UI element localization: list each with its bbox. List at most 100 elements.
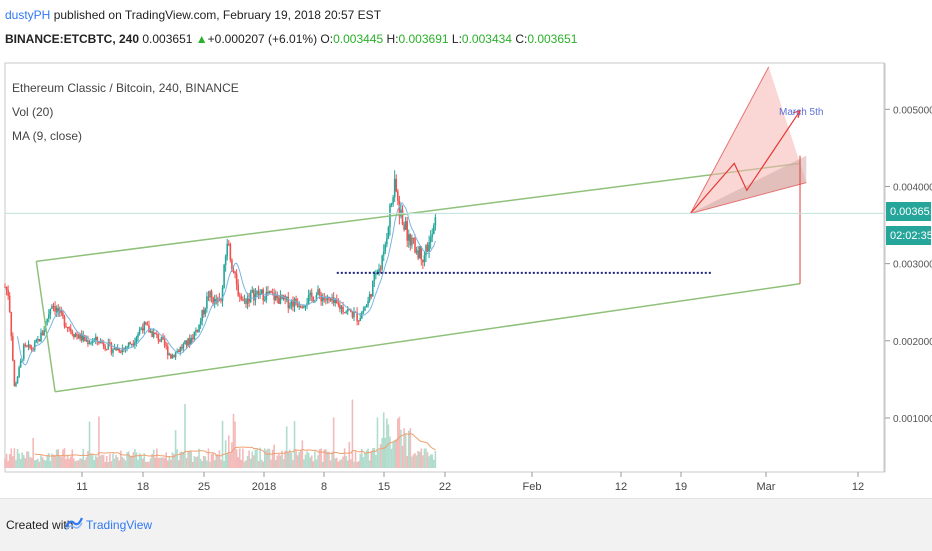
candle-body — [199, 321, 202, 325]
candle-body — [429, 237, 432, 243]
candle-body — [165, 345, 167, 347]
volume-bar — [66, 454, 69, 468]
candle-body — [362, 310, 365, 313]
volume-bar — [217, 454, 219, 468]
volume-bar — [390, 448, 393, 468]
candle-body — [10, 311, 13, 337]
candle-body — [237, 284, 239, 296]
volume-bar — [143, 453, 146, 468]
candle-body — [231, 259, 233, 271]
candle-body — [52, 305, 55, 307]
volume-bar — [411, 456, 413, 468]
candle-body — [22, 344, 25, 360]
footer: Created with TradingView — [0, 498, 932, 551]
candle-body — [390, 203, 393, 205]
time-axis: 11 18 25 2018 8 15 22 Feb 12 19 Mar 12 — [76, 472, 864, 493]
volume-bar — [63, 448, 66, 468]
candle-body — [335, 299, 338, 304]
volume-bar — [314, 451, 316, 468]
candle-body — [357, 320, 360, 322]
candle-body — [184, 340, 186, 344]
volume-bar — [245, 460, 247, 468]
volume-bar — [74, 461, 77, 468]
volume-bar — [307, 452, 310, 468]
candle-body — [342, 306, 344, 313]
volume-bar — [65, 459, 67, 468]
volume-bar — [32, 437, 34, 468]
candle-body — [115, 346, 117, 351]
volume-bar — [392, 441, 394, 468]
candle-body — [91, 341, 94, 343]
candle-body — [359, 318, 362, 322]
volume-bar — [62, 449, 64, 468]
candle-body — [259, 293, 261, 295]
price-chart[interactable]: 0.001000 0.002000 0.003000 0.004000 0.005000… — [0, 0, 932, 498]
volume-bar — [141, 458, 144, 468]
candle-body — [116, 348, 119, 351]
volume-bar — [304, 454, 307, 468]
volume-bar — [382, 412, 385, 468]
candle-body — [74, 333, 77, 338]
volume-bar — [276, 455, 279, 468]
volume-bar — [323, 449, 326, 468]
candle-body — [254, 293, 257, 301]
volume-bar — [298, 452, 301, 468]
candle-body — [296, 303, 299, 307]
volume-bar — [384, 437, 387, 468]
channel-left-edge — [35, 261, 56, 392]
candle-body — [301, 307, 304, 309]
candle-body — [238, 295, 241, 297]
volume-bar — [274, 459, 277, 468]
created-with-text: Created with — [6, 518, 74, 532]
volume-bar — [40, 455, 42, 468]
time-tick-label: 11 — [76, 481, 87, 493]
volume-bar — [99, 455, 102, 468]
volume-bar — [118, 460, 121, 468]
candle-body — [63, 316, 66, 327]
volume-bar — [345, 456, 347, 468]
price-tick-label: 0.004000 — [893, 182, 932, 193]
volume-bar — [422, 455, 424, 468]
countdown-label: 02:02:35 — [890, 230, 932, 242]
volume-bar — [243, 461, 246, 468]
volume-bar — [386, 418, 388, 468]
candle-body — [48, 314, 50, 319]
price-axis: 0.001000 0.002000 0.003000 0.004000 0.005000 — [5, 105, 932, 425]
candle-body — [105, 349, 108, 351]
candle-body — [386, 238, 388, 245]
volume-bar — [420, 448, 423, 468]
volume-bar — [285, 426, 288, 468]
author-link[interactable]: dustyPH — [5, 8, 51, 22]
volume-bar — [301, 440, 304, 468]
candle-body — [431, 234, 434, 238]
candle-body — [132, 343, 135, 346]
candle-body — [162, 336, 164, 339]
volume-bar — [196, 456, 199, 468]
volume-bar — [201, 461, 203, 468]
tradingview-logo-icon[interactable] — [64, 513, 84, 533]
volume-bar — [339, 460, 341, 468]
volume-bar — [287, 451, 290, 468]
candle-body — [127, 342, 130, 347]
volume-bar — [318, 449, 321, 468]
volume-bar — [289, 449, 291, 468]
candle-body — [187, 338, 189, 346]
volume-bar — [112, 453, 114, 468]
candle-body — [179, 347, 182, 353]
candle-body — [243, 299, 246, 301]
volume-bar — [329, 460, 332, 468]
volume-bar — [166, 460, 169, 468]
tradingview-link[interactable]: TradingView — [86, 518, 153, 532]
candle-body — [38, 338, 41, 342]
volume-bar — [8, 454, 11, 468]
volume-bar — [90, 454, 92, 468]
candle-body — [166, 346, 169, 356]
candle-body — [8, 295, 11, 312]
candle-body — [249, 292, 252, 302]
candle-body — [328, 296, 330, 299]
time-tick-label: Feb — [523, 481, 542, 493]
candle-body — [87, 339, 89, 344]
candle-body — [334, 299, 337, 303]
volume-bar — [223, 460, 225, 468]
candle-body — [281, 294, 283, 300]
